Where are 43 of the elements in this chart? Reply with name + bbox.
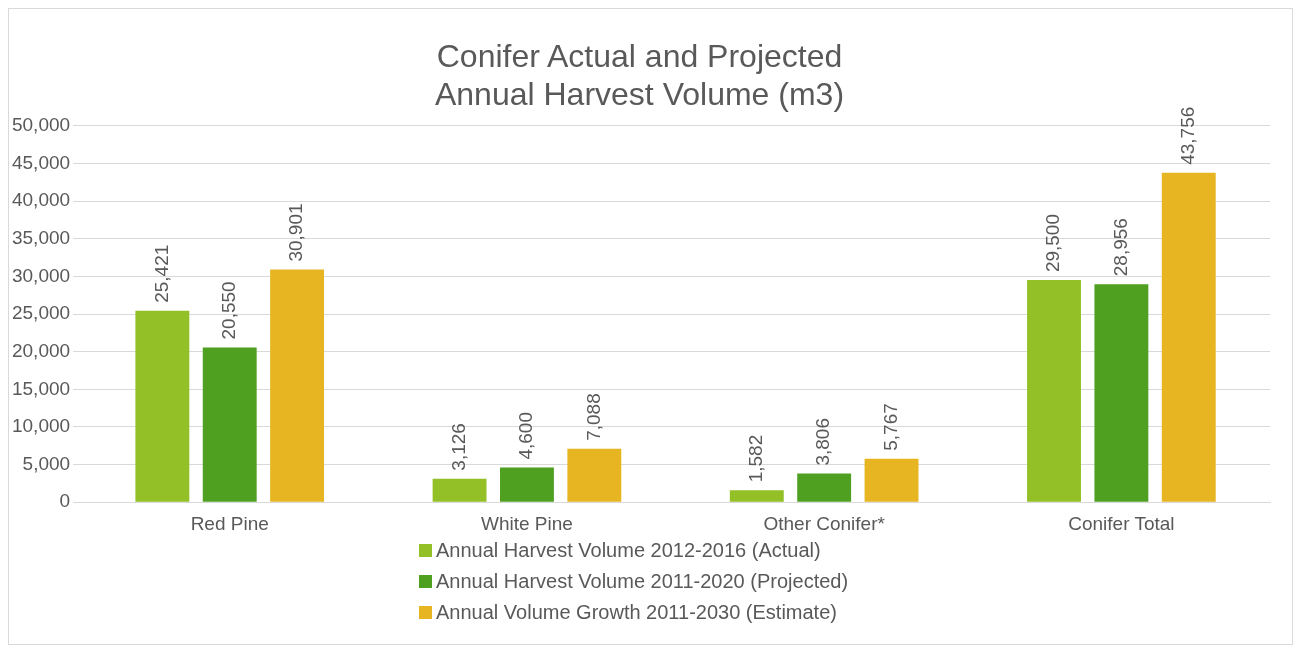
data-label: 28,956: [1109, 218, 1131, 277]
bar: [797, 473, 852, 502]
y-tick-label: 35,000: [11, 226, 71, 248]
data-label: 29,500: [1042, 214, 1064, 273]
x-tick-label: Red Pine: [190, 512, 269, 534]
bar: [500, 467, 554, 502]
data-label: 5,767: [879, 403, 901, 451]
data-label: 1,582: [745, 434, 767, 483]
data-label: 43,756: [1176, 106, 1198, 165]
x-tick-label: Conifer Total: [1068, 512, 1175, 534]
bar: [135, 310, 190, 502]
y-tick-label: 50,000: [11, 114, 71, 136]
legend-label: Annual Harvest Volume 2012-2016 (Actual): [436, 539, 821, 562]
data-label: 3,806: [812, 418, 834, 466]
bar: [1094, 284, 1149, 502]
legend-label: Annual Volume Growth 2011-2030 (Estimate): [436, 601, 837, 624]
y-tick-label: 25,000: [11, 302, 71, 324]
y-tick-label: 15,000: [11, 377, 71, 399]
bar: [729, 490, 784, 502]
bar: [270, 269, 325, 502]
y-tick-label: 30,000: [11, 264, 71, 286]
y-tick-label: 0: [59, 490, 71, 512]
x-tick-label: White Pine: [481, 512, 573, 534]
data-label: 3,126: [447, 423, 469, 471]
data-label: 20,550: [217, 281, 239, 340]
bar: [202, 347, 257, 502]
bar: [432, 478, 487, 502]
chart-title: Conifer Actual and Projected Annual Harvest Volume (m3): [434, 38, 845, 113]
y-tick-label: 5,000: [22, 452, 71, 474]
legend-label: Annual Harvest Volume 2011-2020 (Projected): [436, 570, 849, 593]
bar: [1027, 280, 1081, 502]
data-label: 7,088: [582, 393, 604, 441]
x-tick-label: Other Conifer*: [763, 512, 886, 534]
data-label: 4,600: [515, 412, 537, 460]
y-tick-label: 45,000: [11, 151, 71, 173]
data-label: 25,421: [150, 244, 172, 303]
y-tick-label: 40,000: [11, 189, 71, 211]
bar: [567, 448, 622, 502]
y-tick-label: 20,000: [11, 339, 71, 361]
y-tick-label: 10,000: [11, 415, 71, 437]
bar: [1161, 172, 1216, 502]
data-label: 30,901: [285, 203, 307, 262]
bar: [864, 458, 919, 502]
